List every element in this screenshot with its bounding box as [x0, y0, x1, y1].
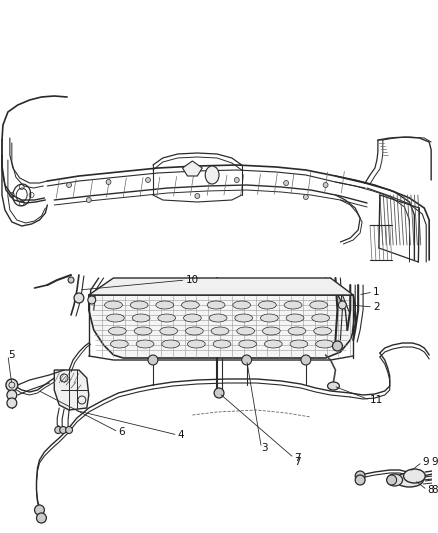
Circle shape	[284, 181, 289, 185]
Ellipse shape	[310, 301, 328, 309]
Polygon shape	[54, 370, 89, 410]
Ellipse shape	[132, 314, 150, 322]
Ellipse shape	[181, 301, 199, 309]
Circle shape	[242, 355, 251, 365]
Circle shape	[66, 426, 73, 433]
Circle shape	[7, 398, 17, 408]
Ellipse shape	[184, 314, 201, 322]
Ellipse shape	[261, 314, 278, 322]
Ellipse shape	[265, 340, 282, 348]
Ellipse shape	[134, 327, 152, 335]
Circle shape	[332, 341, 343, 351]
Circle shape	[355, 471, 365, 481]
Text: 2: 2	[373, 302, 380, 312]
Polygon shape	[89, 295, 355, 358]
Ellipse shape	[258, 301, 276, 309]
Text: 1: 1	[373, 287, 380, 297]
Circle shape	[35, 505, 44, 515]
Ellipse shape	[235, 314, 253, 322]
Circle shape	[36, 513, 46, 523]
Ellipse shape	[237, 327, 254, 335]
Circle shape	[323, 182, 328, 188]
Circle shape	[301, 355, 311, 365]
Circle shape	[60, 426, 67, 433]
Ellipse shape	[213, 340, 231, 348]
Ellipse shape	[312, 314, 329, 322]
Text: 8: 8	[431, 485, 438, 495]
Circle shape	[6, 379, 18, 391]
Ellipse shape	[160, 327, 177, 335]
Ellipse shape	[288, 327, 306, 335]
Text: 7: 7	[294, 453, 300, 463]
Text: 4: 4	[177, 430, 184, 440]
Circle shape	[55, 426, 62, 433]
Text: 9: 9	[422, 457, 429, 467]
Circle shape	[67, 182, 71, 188]
Ellipse shape	[158, 314, 176, 322]
Ellipse shape	[187, 340, 205, 348]
Circle shape	[214, 388, 224, 398]
Circle shape	[145, 177, 151, 182]
Text: 7: 7	[294, 457, 300, 467]
Circle shape	[339, 301, 346, 309]
Ellipse shape	[207, 301, 225, 309]
Ellipse shape	[239, 340, 257, 348]
Circle shape	[195, 193, 200, 198]
Text: 5: 5	[8, 350, 14, 360]
Ellipse shape	[109, 327, 126, 335]
Text: 6: 6	[118, 427, 125, 437]
Circle shape	[7, 390, 17, 400]
Circle shape	[68, 277, 74, 283]
Ellipse shape	[205, 166, 219, 184]
Text: 10: 10	[185, 275, 198, 285]
Circle shape	[88, 296, 96, 304]
Text: 9: 9	[431, 457, 438, 467]
Ellipse shape	[387, 474, 403, 486]
Ellipse shape	[110, 340, 128, 348]
Ellipse shape	[233, 301, 251, 309]
Circle shape	[106, 180, 111, 184]
Ellipse shape	[185, 327, 203, 335]
Circle shape	[304, 195, 308, 199]
Ellipse shape	[284, 301, 302, 309]
Ellipse shape	[316, 340, 333, 348]
Circle shape	[387, 475, 397, 485]
Circle shape	[234, 177, 239, 182]
Ellipse shape	[156, 301, 173, 309]
Text: 11: 11	[370, 395, 383, 405]
Circle shape	[355, 475, 365, 485]
Ellipse shape	[396, 473, 423, 487]
Ellipse shape	[209, 314, 227, 322]
Ellipse shape	[106, 314, 124, 322]
Ellipse shape	[403, 469, 425, 483]
Text: 3: 3	[261, 443, 268, 453]
Polygon shape	[89, 278, 353, 295]
Circle shape	[74, 293, 84, 303]
Ellipse shape	[290, 340, 308, 348]
Ellipse shape	[262, 327, 280, 335]
Ellipse shape	[136, 340, 154, 348]
Ellipse shape	[211, 327, 229, 335]
Ellipse shape	[314, 327, 332, 335]
Ellipse shape	[328, 382, 339, 390]
Ellipse shape	[162, 340, 180, 348]
Ellipse shape	[130, 301, 148, 309]
Circle shape	[148, 355, 158, 365]
Polygon shape	[183, 161, 202, 176]
Text: 8: 8	[427, 485, 434, 495]
Circle shape	[86, 198, 91, 203]
Ellipse shape	[105, 301, 122, 309]
Ellipse shape	[286, 314, 304, 322]
